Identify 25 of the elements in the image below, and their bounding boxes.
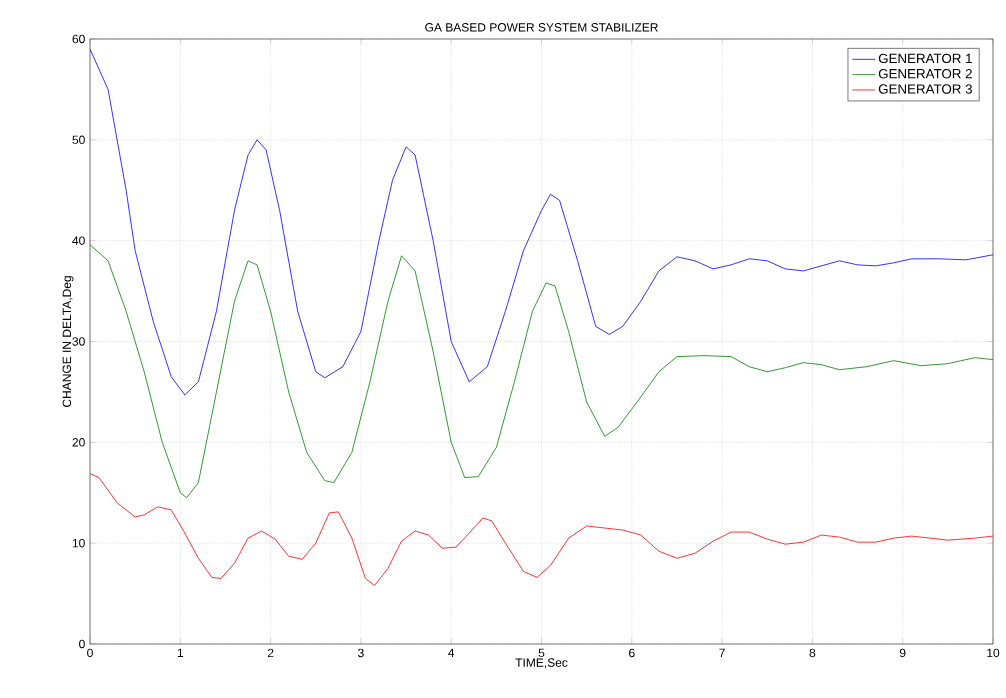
x-tick-label: 4	[448, 648, 455, 657]
x-tick-label: 5	[538, 648, 545, 658]
x-tick-label: 8	[809, 648, 816, 658]
x-axis-title: TIME,Sec	[515, 658, 568, 669]
x-tick-label: 1	[177, 648, 184, 657]
y-tick-label: 50	[72, 135, 85, 145]
y-tick-label: 10	[72, 538, 85, 548]
legend-label: GENERATOR 2	[878, 68, 972, 79]
line-series	[90, 244, 994, 499]
x-tick-label: 6	[629, 648, 635, 658]
x-tick-label: 3	[358, 648, 364, 658]
x-tick-label: 10	[987, 648, 1000, 658]
x-tick-label: 9	[899, 648, 906, 658]
y-tick-label: 0	[79, 639, 85, 649]
x-tick-label: 7	[719, 648, 725, 657]
x-tick-label: 2	[267, 648, 274, 658]
y-tick-label: 30	[72, 337, 85, 346]
y-tick-label: 20	[72, 438, 85, 447]
x-tick-label: 0	[87, 648, 93, 658]
line-series	[90, 473, 994, 586]
legend-label: GENERATOR 3	[878, 84, 972, 94]
y-tick-label: 60	[72, 34, 85, 44]
chart-title: GA BASED POWER SYSTEM STABILIZER	[425, 23, 658, 32]
y-tick-label: 40	[72, 236, 85, 245]
legend-label: GENERATOR 1	[878, 53, 972, 64]
